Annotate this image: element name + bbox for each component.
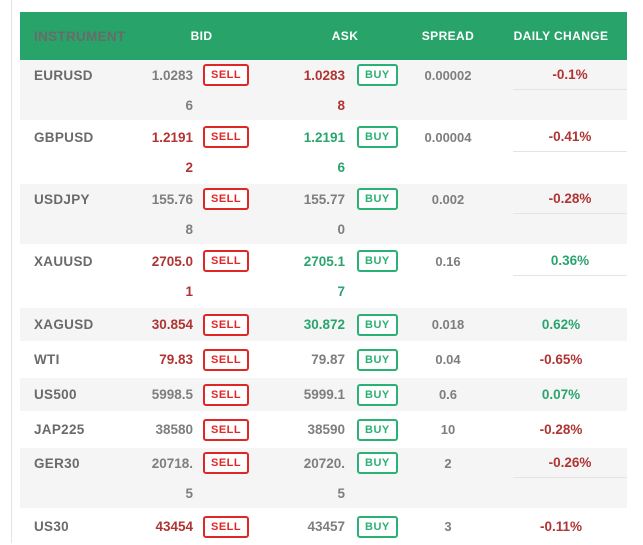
spread-value: 0.00002 — [424, 67, 472, 83]
instrument-name: WTI — [34, 352, 60, 367]
buy-button[interactable]: BUY — [357, 313, 398, 336]
daily-change-value: 0.62% — [541, 317, 581, 332]
table-header: INSTRUMENT BID ASK SPREAD DAILY CHANGE — [20, 12, 627, 60]
spread-value: 3 — [444, 519, 452, 534]
sell-button[interactable]: SELL — [203, 250, 250, 272]
bid-price-wrap: 8 — [185, 221, 193, 237]
sell-button[interactable]: SELL — [203, 515, 250, 538]
ask-price: 38590 — [307, 422, 345, 437]
sell-button[interactable]: SELL — [203, 383, 250, 406]
buy-button[interactable]: BUY — [357, 126, 398, 148]
buy-button[interactable]: BUY — [357, 383, 398, 406]
daily-change-value: -0.65% — [539, 352, 583, 367]
buy-button[interactable]: BUY — [357, 250, 398, 272]
daily-change-value: -0.28% — [548, 191, 592, 206]
buy-button[interactable]: BUY — [357, 515, 398, 538]
bid-price: 38580 — [155, 422, 193, 437]
daily-change-value: 0.36% — [550, 253, 590, 268]
ask-price-wrap: 8 — [337, 97, 345, 113]
daily-change-value: -0.11% — [539, 519, 583, 534]
sell-button[interactable]: SELL — [203, 313, 250, 336]
buy-button[interactable]: BUY — [357, 64, 398, 86]
bid-price: 79.83 — [159, 352, 193, 367]
sell-button[interactable]: SELL — [203, 348, 250, 371]
bid-price: 30.854 — [151, 317, 193, 332]
table-row-xagusd: XAGUSD 30.854 SELL 30.872 BUY 0.018 0.62… — [20, 308, 627, 343]
ask-price: 43457 — [307, 519, 345, 534]
bid-price: 1.0283 — [151, 67, 193, 83]
buy-button[interactable]: BUY — [357, 452, 398, 474]
sell-button[interactable]: SELL — [203, 64, 250, 86]
window-edge-line — [11, 0, 12, 543]
sell-button[interactable]: SELL — [203, 452, 250, 474]
ask-price: 155.77 — [303, 191, 345, 207]
table-row-wti: WTI 79.83 SELL 79.87 BUY 0.04 -0.65% — [20, 343, 627, 378]
ask-price: 79.87 — [311, 352, 345, 367]
bid-price: 5998.5 — [151, 387, 193, 402]
table-row-eurusd: EURUSD 1.0283 6 SELL 1.0283 8 BUY 0.0000… — [20, 60, 627, 122]
spread-value: 2 — [444, 455, 452, 471]
daily-change-value: -0.41% — [548, 129, 592, 144]
column-header-ask: ASK — [331, 29, 359, 43]
ask-price: 2705.1 — [303, 253, 345, 269]
instrument-name: XAUUSD — [34, 253, 93, 269]
spread-value: 10 — [440, 422, 456, 437]
buy-button[interactable]: BUY — [357, 348, 398, 371]
price-table: INSTRUMENT BID ASK SPREAD DAILY CHANGE E… — [20, 12, 627, 545]
table-row-xauusd: XAUUSD 2705.0 1 SELL 2705.1 7 BUY 0.16 0… — [20, 246, 627, 308]
column-header-spread: SPREAD — [421, 29, 475, 43]
sell-button[interactable]: SELL — [203, 126, 250, 148]
column-header-daily-change: DAILY CHANGE — [513, 29, 609, 43]
ask-price: 20720. — [303, 455, 345, 471]
daily-change-value: -0.28% — [539, 422, 583, 437]
ask-price: 1.0283 — [303, 67, 345, 83]
table-row-us500: US500 5998.5 SELL 5999.1 BUY 0.6 0.07% — [20, 378, 627, 413]
instrument-name: GBPUSD — [34, 129, 94, 145]
daily-change-value: -0.26% — [548, 455, 592, 470]
column-header-bid: BID — [190, 29, 213, 43]
daily-change-value: -0.1% — [552, 67, 588, 82]
ask-price-wrap: 5 — [337, 485, 345, 501]
bid-price: 155.76 — [151, 191, 193, 207]
instrument-name: US500 — [34, 387, 77, 402]
bid-price-wrap: 1 — [185, 283, 193, 299]
bid-price: 20718. — [151, 455, 193, 471]
instrument-name: XAGUSD — [34, 317, 94, 332]
spread-value: 0.018 — [431, 317, 465, 332]
ask-price: 30.872 — [303, 317, 345, 332]
bid-price: 1.2191 — [151, 129, 193, 145]
buy-button[interactable]: BUY — [357, 418, 398, 441]
table-row-usdjpy: USDJPY 155.76 8 SELL 155.77 0 BUY 0.002 … — [20, 184, 627, 246]
ask-price: 5999.1 — [303, 387, 345, 402]
sell-button[interactable]: SELL — [203, 418, 250, 441]
instrument-name: JAP225 — [34, 422, 85, 437]
bid-price: 43454 — [155, 519, 193, 534]
daily-change-value: 0.07% — [541, 387, 581, 402]
ask-price-wrap: 6 — [337, 159, 345, 175]
sell-button[interactable]: SELL — [203, 188, 250, 210]
ask-price-wrap: 7 — [337, 283, 345, 299]
table-row-jap225: JAP225 38580 SELL 38590 BUY 10 -0.28% — [20, 413, 627, 448]
bid-price-wrap: 2 — [185, 159, 193, 175]
bid-price: 2705.0 — [151, 253, 193, 269]
bid-price-wrap: 5 — [185, 485, 193, 501]
spread-value: 0.002 — [431, 191, 465, 207]
buy-button[interactable]: BUY — [357, 188, 398, 210]
spread-value: 0.16 — [435, 253, 461, 269]
instrument-name: US30 — [34, 519, 69, 534]
spread-value: 0.6 — [438, 387, 458, 402]
ask-price: 1.2191 — [303, 129, 345, 145]
spread-value: 0.04 — [435, 352, 461, 367]
spread-value: 0.00004 — [424, 129, 472, 145]
table-row-gbpusd: GBPUSD 1.2191 2 SELL 1.2191 6 BUY 0.0000… — [20, 122, 627, 184]
table-row-ger30: GER30 20718. 5 SELL 20720. 5 BUY 2 -0.26… — [20, 448, 627, 510]
table-row-us30: US30 43454 SELL 43457 BUY 3 -0.11% — [20, 510, 627, 545]
bid-price-wrap: 6 — [185, 97, 193, 113]
instrument-name: GER30 — [34, 455, 80, 471]
ask-price-wrap: 0 — [337, 221, 345, 237]
instrument-name: USDJPY — [34, 191, 90, 207]
column-header-instrument: INSTRUMENT — [34, 28, 126, 44]
instrument-name: EURUSD — [34, 67, 93, 83]
